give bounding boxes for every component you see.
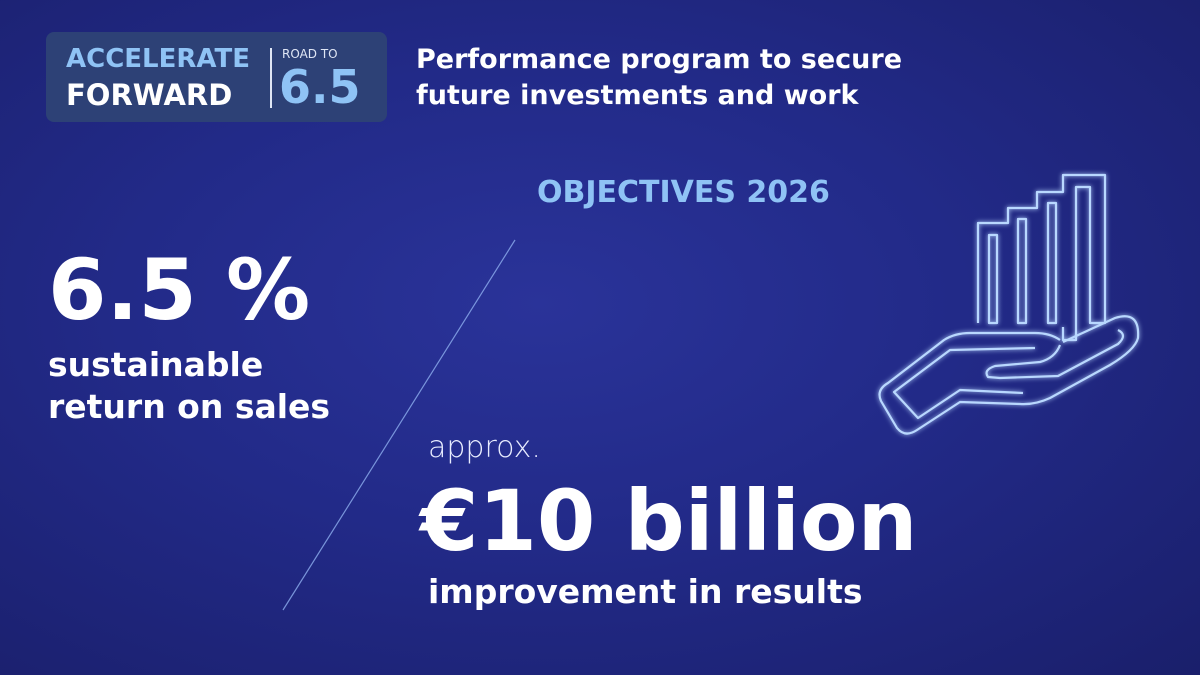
metric2-caption: improvement in results — [428, 572, 863, 611]
metric1-value: 6.5 % — [48, 241, 311, 339]
logo-line2: FORWARD — [66, 78, 233, 112]
metric2-value: €10 billion — [420, 472, 918, 570]
logo-number: 6.5 — [279, 60, 361, 114]
hand-holding-growth-chart-icon — [878, 173, 1140, 435]
logo-road-to: ROAD TO — [282, 47, 338, 61]
accelerate-forward-logo: ACCELERATE FORWARD ROAD TO 6.5 — [46, 32, 387, 122]
headline: Performance program to secure future inv… — [416, 44, 902, 111]
objectives-label: OBJECTIVES 2026 — [537, 175, 830, 210]
metric2-prefix: approx. — [428, 430, 541, 465]
logo-line1: ACCELERATE — [66, 44, 250, 74]
metric1-caption: sustainable return on sales — [48, 345, 331, 426]
logo-divider — [270, 48, 272, 108]
diagonal-divider — [282, 239, 516, 611]
